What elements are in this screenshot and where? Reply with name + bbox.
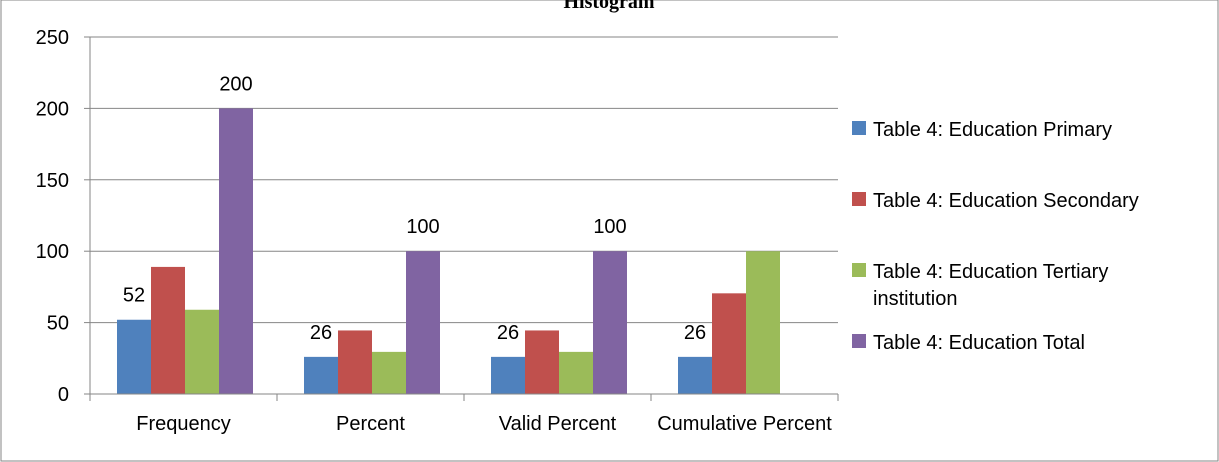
bar: [593, 251, 627, 394]
y-tick-label: 0: [58, 384, 69, 406]
data-label: 100: [593, 216, 626, 238]
data-label: 26: [684, 322, 706, 344]
bar: [117, 319, 151, 394]
bar: [338, 330, 372, 394]
bar: [491, 356, 525, 394]
legend-label: Table 4: Education Secondary: [873, 190, 1139, 212]
x-tick-label: Valid Percent: [499, 413, 617, 435]
data-label: 200: [219, 73, 252, 95]
x-tick-label: Cumulative Percent: [657, 413, 832, 435]
legend-label: Table 4: Education Tertiary: [873, 261, 1108, 283]
data-labels: 52 200 26 100 26 100 26: [123, 73, 706, 343]
data-label: 100: [406, 216, 439, 238]
y-tick-label: 50: [47, 313, 69, 335]
data-label: 52: [123, 285, 145, 307]
bar: [304, 356, 338, 394]
y-tick-label: 250: [36, 27, 69, 49]
x-tick-label: Frequency: [136, 413, 231, 435]
legend: Table 4: Education Primary Table 4: Educa…: [852, 119, 1139, 354]
bar: [372, 351, 406, 394]
x-tick-label: Percent: [336, 413, 405, 435]
legend-swatch: [852, 334, 866, 348]
legend-label: Table 4: Education Total: [873, 332, 1085, 354]
bar: [678, 356, 712, 394]
bar: [185, 309, 219, 394]
chart-title: Histogram: [563, 0, 654, 13]
bar: [746, 251, 780, 394]
y-tick-label: 150: [36, 170, 69, 192]
bar: [525, 330, 559, 394]
legend-swatch: [852, 192, 866, 206]
legend-label: institution: [873, 288, 958, 310]
bar: [712, 293, 746, 394]
bar: [219, 108, 253, 395]
bars: [117, 108, 780, 395]
data-label: 26: [310, 322, 332, 344]
bar: [406, 251, 440, 394]
bar: [151, 266, 185, 394]
data-label: 26: [497, 322, 519, 344]
legend-swatch: [852, 121, 866, 135]
axes: 0 50 100 150 200 250 Frequency Percent Valid Per…: [36, 27, 839, 435]
legend-swatch: [852, 263, 866, 277]
y-tick-label: 200: [36, 98, 69, 120]
y-tick-label: 100: [36, 241, 69, 263]
legend-label: Table 4: Education Primary: [873, 119, 1112, 141]
bar: [559, 351, 593, 394]
